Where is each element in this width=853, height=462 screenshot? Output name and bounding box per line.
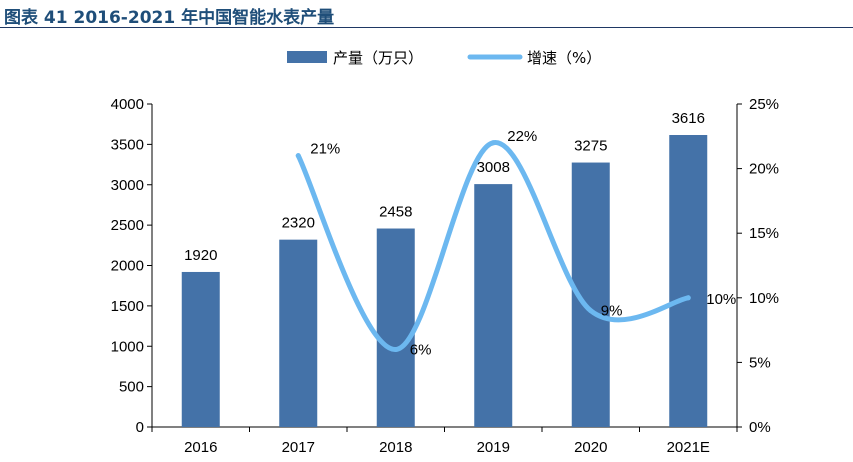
y-right-tick-label: 0% — [749, 419, 771, 436]
y-left-tick-label: 4000 — [111, 96, 144, 113]
bar — [376, 228, 415, 427]
bar-data-label: 2320 — [282, 215, 315, 232]
title-rule — [0, 27, 853, 28]
y-left-tick-label: 2500 — [111, 217, 144, 234]
figure-title: 图表 41 2016-2021 年中国智能水表产量 — [4, 8, 335, 28]
growth-data-label: 6% — [410, 341, 432, 358]
bar-data-label: 2458 — [379, 204, 412, 221]
y-left-tick-label: 1500 — [111, 298, 144, 315]
growth-data-label: 21% — [310, 141, 340, 158]
growth-point — [295, 153, 301, 159]
x-tick-label: 2017 — [282, 439, 315, 456]
growth-point — [490, 140, 496, 146]
bar-data-label: 3616 — [672, 110, 705, 127]
y-right-tick-label: 5% — [749, 354, 771, 371]
growth-data-label: 9% — [601, 303, 623, 320]
y-left-tick-label: 0 — [136, 419, 144, 436]
growth-point — [393, 346, 399, 352]
x-tick-label: 2018 — [379, 439, 412, 456]
growth-point — [588, 308, 594, 314]
bar-data-label: 3275 — [574, 138, 607, 155]
y-left-tick-label: 500 — [119, 379, 144, 396]
x-tick-label: 2019 — [477, 439, 510, 456]
bar-data-label: 3008 — [477, 159, 510, 176]
x-tick-label: 2020 — [574, 439, 607, 456]
legend-bar-swatch — [287, 51, 327, 63]
bar-data-label: 1920 — [184, 247, 217, 264]
legend: 产量（万只） 增速（%） — [287, 49, 601, 67]
x-tick-label: 2021E — [667, 439, 710, 456]
x-tick-label: 2016 — [184, 439, 217, 456]
growth-point — [685, 295, 691, 301]
growth-line — [295, 140, 691, 352]
growth-data-label: 10% — [706, 291, 736, 308]
bar — [474, 184, 513, 427]
legend-line-label: 增速（%） — [527, 49, 601, 67]
y-left-tick-label: 3500 — [111, 136, 144, 153]
y-left-tick-label: 1000 — [111, 338, 144, 355]
y-left-tick-label: 2000 — [111, 258, 144, 275]
y-right-tick-label: 10% — [749, 290, 779, 307]
y-left-tick-label: 3000 — [111, 177, 144, 194]
growth-data-label: 22% — [507, 128, 537, 145]
bar — [181, 271, 220, 427]
y-right-tick-label: 15% — [749, 225, 779, 242]
legend-bar-label: 产量（万只） — [333, 49, 423, 67]
y-right-tick-label: 20% — [749, 161, 779, 178]
y-right-tick-label: 25% — [749, 96, 779, 113]
bar — [279, 239, 318, 427]
bar — [669, 135, 708, 427]
